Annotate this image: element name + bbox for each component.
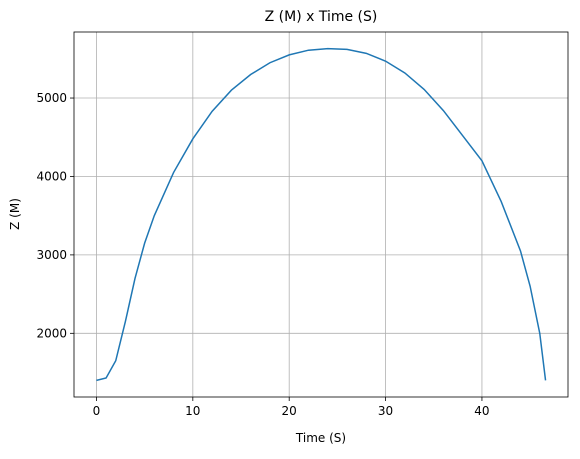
plot-frame [73,31,569,398]
y-tick-label: 3000 [36,248,67,262]
x-tick-label: 10 [185,404,200,418]
y-tick-label: 2000 [36,326,67,340]
x-tick-label: 0 [93,404,101,418]
x-tick-label: 30 [378,404,393,418]
x-tick-label: 40 [474,404,489,418]
chart-title: Z (M) x Time (S) [265,9,378,25]
y-axis-label: Z (M) [8,198,22,230]
line-series [96,47,547,382]
y-tick-label: 4000 [36,169,67,183]
y-tick-label: 5000 [36,91,67,105]
x-axis-label: Time (S) [295,431,346,445]
x-tick-label: 20 [282,404,297,418]
